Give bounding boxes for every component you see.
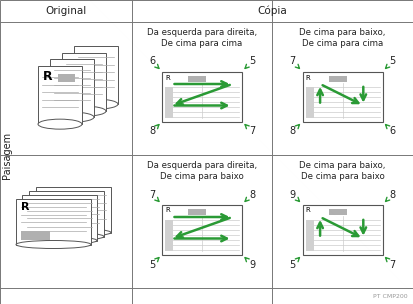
Text: 7: 7 — [389, 260, 396, 270]
Text: R: R — [165, 74, 170, 81]
Text: 5: 5 — [149, 260, 155, 270]
Text: 7: 7 — [290, 57, 296, 67]
Text: De cima para baixo,
De cima para baixo: De cima para baixo, De cima para baixo — [299, 161, 386, 181]
Text: 7: 7 — [249, 126, 255, 136]
Text: 9: 9 — [290, 189, 296, 199]
Bar — [29, 191, 104, 237]
Bar — [329, 209, 347, 215]
Text: R: R — [21, 202, 29, 212]
Bar — [38, 66, 82, 124]
Bar — [306, 87, 313, 118]
Bar — [188, 209, 206, 215]
Bar — [165, 87, 173, 118]
Text: 6: 6 — [389, 126, 396, 136]
Text: 8: 8 — [389, 189, 396, 199]
Text: 7: 7 — [149, 189, 155, 199]
Bar — [306, 219, 313, 250]
Text: 8: 8 — [290, 126, 296, 136]
Ellipse shape — [16, 240, 91, 248]
Ellipse shape — [29, 233, 104, 240]
Ellipse shape — [36, 229, 111, 237]
Ellipse shape — [62, 106, 106, 116]
Bar — [16, 199, 91, 244]
Text: 5: 5 — [290, 260, 296, 270]
Bar — [74, 46, 118, 104]
Bar — [165, 219, 173, 250]
Bar — [36, 186, 111, 233]
Ellipse shape — [50, 112, 94, 122]
Text: Cópia: Cópia — [258, 6, 287, 16]
Bar — [302, 205, 382, 254]
Text: Da esquerda para direita,
De cima para cima: Da esquerda para direita, De cima para c… — [147, 28, 257, 48]
Bar — [50, 59, 94, 117]
Text: 8: 8 — [149, 126, 155, 136]
Ellipse shape — [38, 119, 82, 129]
Bar — [21, 231, 50, 240]
Text: R: R — [43, 70, 52, 83]
Text: 6: 6 — [149, 57, 155, 67]
Ellipse shape — [22, 237, 97, 244]
Bar — [329, 75, 347, 81]
Ellipse shape — [74, 99, 118, 109]
Text: 5: 5 — [389, 57, 396, 67]
Text: De cima para baixo,
De cima para cima: De cima para baixo, De cima para cima — [299, 28, 386, 48]
Bar — [188, 75, 206, 81]
Bar — [22, 195, 97, 240]
Bar — [62, 53, 106, 111]
Text: Original: Original — [45, 6, 87, 16]
Text: 9: 9 — [249, 260, 255, 270]
Text: R: R — [306, 208, 310, 213]
Bar — [58, 74, 74, 82]
Text: Da esquerda para direita,
De cima para baixo: Da esquerda para direita, De cima para b… — [147, 161, 257, 181]
Text: PT CMP200: PT CMP200 — [373, 293, 407, 299]
Text: 5: 5 — [249, 57, 255, 67]
Bar — [302, 71, 382, 122]
Text: 8: 8 — [249, 189, 255, 199]
Text: R: R — [165, 208, 170, 213]
Bar — [162, 205, 242, 254]
Bar — [162, 71, 242, 122]
Text: R: R — [306, 74, 310, 81]
Text: Paisagem: Paisagem — [2, 131, 12, 178]
